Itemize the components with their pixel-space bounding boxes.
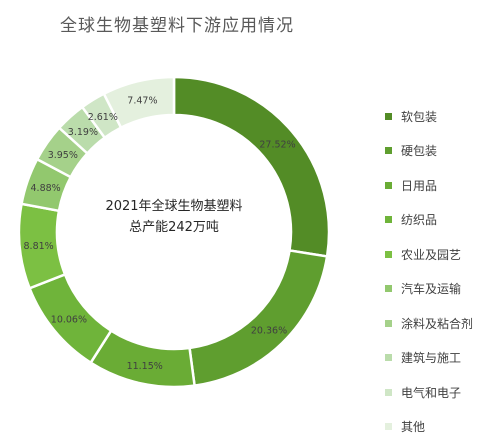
slice-label-10: 7.47% (127, 96, 157, 107)
legend-swatch (385, 285, 392, 292)
legend-item: 建筑与施工 (385, 341, 473, 376)
legend-label: 硬包装 (401, 142, 437, 159)
slice-label-7: 3.95% (48, 150, 78, 161)
legend-item: 硬包装 (385, 134, 473, 169)
legend-item: 软包装 (385, 99, 473, 134)
chart-legend: 软包装硬包装日用品纺织品农业及园艺汽车及运输涂料及粘合剂建筑与施工电气和电子其他 (385, 99, 473, 444)
legend-swatch (385, 389, 392, 396)
legend-swatch (385, 251, 392, 258)
center-text-line-2: 总产能242万吨 (129, 220, 219, 235)
slice-label-3: 11.15% (127, 361, 163, 372)
legend-item: 汽车及运输 (385, 272, 473, 307)
legend-item: 日用品 (385, 168, 473, 203)
slice-label-9: 2.61% (88, 112, 118, 123)
legend-label: 日用品 (401, 177, 437, 194)
legend-label: 农业及园艺 (401, 246, 461, 263)
legend-label: 纺织品 (401, 211, 437, 228)
legend-item: 电气和电子 (385, 375, 473, 410)
legend-label: 涂料及粘合剂 (401, 315, 473, 332)
donut-slice-2 (190, 250, 328, 385)
legend-swatch (385, 182, 392, 189)
slice-label-2: 20.36% (251, 325, 287, 336)
legend-swatch (385, 423, 392, 430)
legend-swatch (385, 216, 392, 223)
legend-item: 涂料及粘合剂 (385, 306, 473, 341)
legend-label: 汽车及运输 (401, 280, 461, 297)
legend-label: 建筑与施工 (401, 349, 461, 366)
slice-label-5: 8.81% (24, 241, 54, 252)
legend-item: 纺织品 (385, 203, 473, 238)
legend-item: 其他 (385, 410, 473, 444)
center-text-line-1: 2021年全球生物基塑料 (105, 198, 242, 214)
legend-label: 电气和电子 (401, 384, 461, 401)
slice-label-1: 27.52% (259, 140, 295, 151)
legend-item: 农业及园艺 (385, 237, 473, 272)
legend-label: 软包装 (401, 108, 437, 125)
slice-label-8: 3.19% (68, 127, 98, 138)
legend-swatch (385, 147, 392, 154)
slice-label-4: 10.06% (51, 314, 87, 325)
legend-swatch (385, 320, 392, 327)
legend-swatch (385, 354, 392, 361)
legend-swatch (385, 113, 392, 120)
slice-label-6: 4.88% (31, 183, 61, 194)
